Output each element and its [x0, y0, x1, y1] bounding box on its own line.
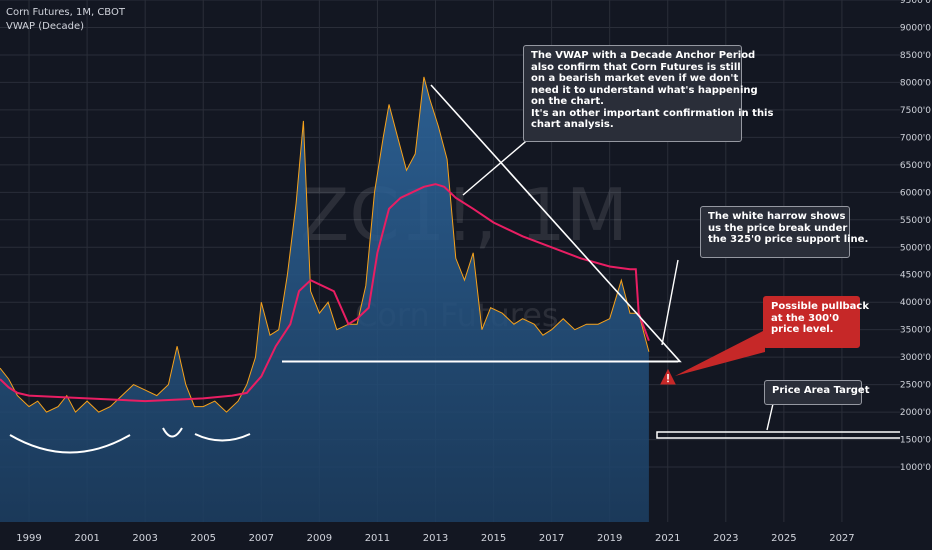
arrow-callout[interactable]: The white harrow shows us the price brea…	[700, 206, 869, 258]
vwap-line	[0, 183, 650, 403]
y-tick-label: 1000'0	[900, 463, 931, 473]
chart-legend: Corn Futures, 1M, CBOT VWAP (Decade)	[6, 6, 125, 34]
callout-line: the 325'0 price support line.	[708, 234, 869, 245]
callout-line: price level.	[771, 324, 834, 335]
y-tick-label: 9500'0	[900, 0, 931, 6]
x-tick-label: 2023	[713, 533, 738, 544]
price-axis: 1000'0 1500'0 2000'0 2500'0 3000'0 3500'0 4000…	[900, 0, 932, 550]
base-arc-middle[interactable]	[162, 427, 183, 438]
price-line	[0, 76, 650, 413]
x-tick-label: 2015	[481, 533, 506, 544]
x-tick-label: 2007	[249, 533, 274, 544]
y-tick-label: 6500'0	[900, 161, 931, 171]
warning-icon[interactable]	[660, 368, 676, 385]
y-tick-label: 1500'0	[900, 436, 931, 446]
callout-line: The VWAP with a Decade Anchor Period	[531, 50, 756, 61]
arrow-callout-pointer	[661, 259, 679, 346]
y-tick-label: 2500'0	[900, 381, 931, 391]
pullback-callout-pointer	[675, 330, 765, 376]
x-tick-label: 2019	[597, 533, 622, 544]
callout-line: us the price break under	[708, 222, 848, 234]
x-tick-label: 2013	[423, 533, 448, 544]
y-tick-label: 5000'0	[900, 243, 931, 253]
price-area-series	[0, 76, 650, 523]
base-arc-right[interactable]	[194, 433, 251, 442]
y-tick-label: 9000'0	[900, 23, 931, 33]
target-callout[interactable]: Price Area Target	[764, 380, 870, 405]
callout-line: Price Area Target	[772, 385, 870, 396]
pullback-callout[interactable]: Possible pullback at the 300'0 price lev…	[763, 296, 869, 348]
y-tick-label: 4500'0	[900, 271, 931, 281]
price-axis-background	[900, 0, 932, 550]
y-tick-label: 8000'0	[900, 78, 931, 88]
y-tick-label: 7500'0	[900, 106, 931, 116]
y-tick-label: 4000'0	[900, 298, 931, 308]
y-tick-label: 3000'0	[900, 353, 931, 363]
y-tick-label: 2000'0	[900, 408, 931, 418]
y-tick-label: 8500'0	[900, 51, 931, 61]
base-arc-left[interactable]	[9, 434, 131, 454]
legend-indicator[interactable]: VWAP (Decade)	[6, 21, 85, 32]
x-tick-label: 2003	[132, 533, 157, 544]
x-tick-label: 2021	[655, 533, 680, 544]
y-tick-label: 3500'0	[900, 326, 931, 336]
y-tick-label: 6000'0	[900, 188, 931, 198]
vwap-callout[interactable]: The VWAP with a Decade Anchor Period als…	[523, 45, 774, 142]
watermark-symbol: ZC1!, 1M	[300, 173, 628, 257]
callout-line: chart analysis.	[531, 119, 614, 130]
x-tick-label: 2027	[829, 533, 854, 544]
callout-line: need it to understand what's happening	[531, 84, 758, 96]
x-tick-label: 2011	[365, 533, 390, 544]
time-axis: 1999 2001 2003 2005 2007 2009 2011 2013 2015 2017…	[0, 522, 932, 550]
x-tick-label: 2005	[190, 533, 215, 544]
vwap-series	[0, 183, 650, 403]
x-tick-label: 2017	[539, 533, 564, 544]
y-tick-label: 5500'0	[900, 216, 931, 226]
trend-arrow-line[interactable]	[430, 84, 682, 363]
callout-line: also confirm that Corn Futures is still	[531, 61, 741, 73]
callout-line: Possible pullback	[771, 301, 869, 312]
legend-symbol[interactable]: Corn Futures, 1M, CBOT	[6, 7, 125, 18]
callout-line: on the chart.	[531, 96, 604, 107]
y-tick-label: 7000'0	[900, 133, 931, 143]
x-tick-label: 2009	[307, 533, 332, 544]
callout-line: on a bearish market even if we don't	[531, 73, 739, 84]
price-area-fill	[0, 76, 649, 523]
callout-line: It's an other important confirmation in …	[531, 107, 774, 119]
callout-line: at the 300'0	[771, 312, 840, 324]
x-tick-label: 2025	[771, 533, 796, 544]
x-tick-label: 2001	[74, 533, 99, 544]
time-axis-background	[0, 522, 932, 550]
target-area-box[interactable]	[656, 431, 926, 439]
callout-line: The white harrow shows	[708, 211, 846, 222]
x-tick-label: 1999	[16, 533, 41, 544]
chart-annotations	[9, 84, 926, 454]
